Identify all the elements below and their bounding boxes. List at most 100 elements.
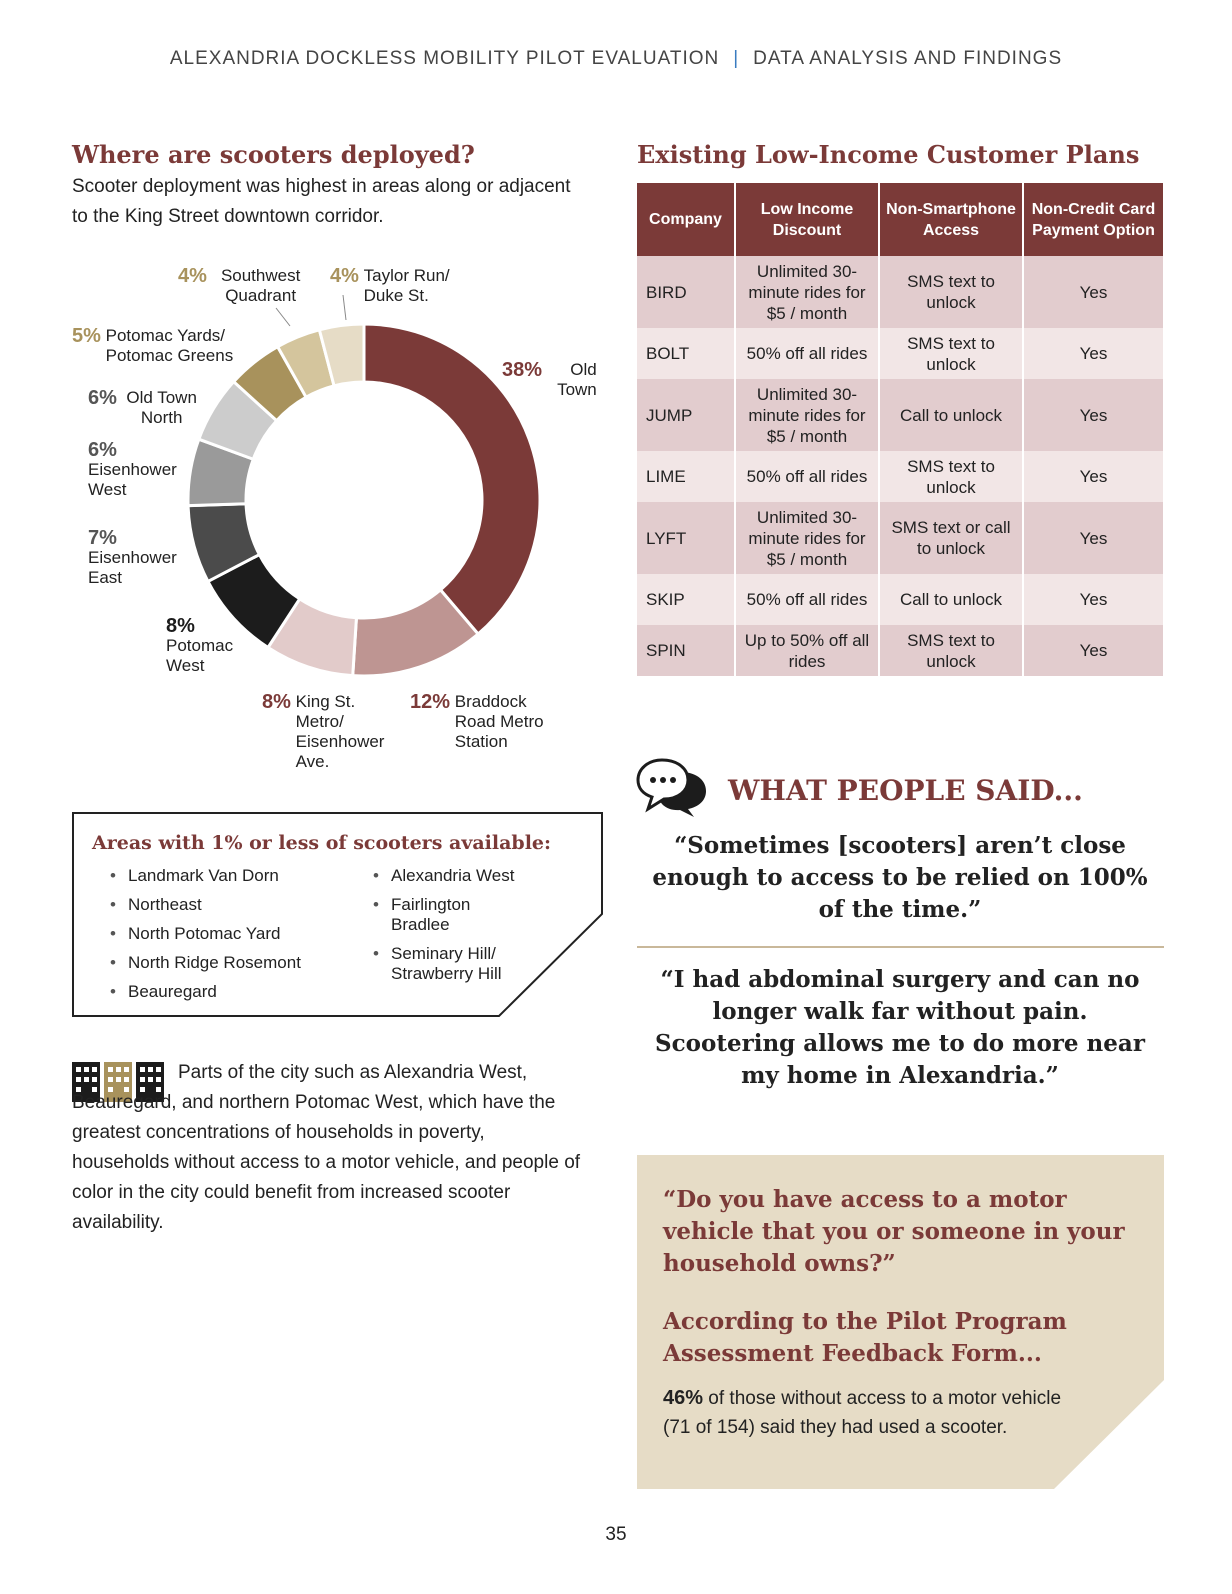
col-header-company: Company [637, 183, 736, 256]
donut-slice-old-town [362, 322, 542, 637]
col-header-discount: Low Income Discount [735, 183, 880, 256]
survey-stat: 46% [663, 1387, 704, 1409]
cell-company: LIME [637, 451, 736, 502]
slice-pct-old-town: 38% [502, 359, 543, 381]
quote-2: “I had abdominal surgery and can no long… [655, 966, 1145, 1089]
cell-payment: Yes [1023, 328, 1163, 379]
leader-line [342, 294, 347, 321]
slice-pct-potomac-yards: 5% [72, 325, 101, 347]
label-southwest-quadrant: 4% Southwest Quadrant [178, 266, 310, 306]
survey-result: 46% of those without access to a motor v… [663, 1384, 1093, 1442]
running-header: ALEXANDRIA DOCKLESS MOBILITY PILOT EVALU… [0, 48, 1232, 70]
slice-pct-taylor-run: 4% [330, 265, 359, 287]
slice-name-taylor-run: Taylor Run/ Duke St. [363, 266, 450, 305]
table-row: SPIN Up to 50% off all rides SMS text to u… [637, 625, 1163, 676]
equity-paragraph: Parts of the city such as Alexandria Wes… [72, 1062, 581, 1233]
cell-discount: 50% off all rides [735, 328, 880, 379]
slice-name-southwest: Southwest Quadrant [220, 266, 301, 305]
table-row: LYFT Unlimited 30-minute rides for $5 / m… [637, 502, 1163, 574]
cell-payment: Yes [1023, 256, 1163, 328]
col-header-non-smartphone: Non-Smartphone Access [879, 183, 1024, 256]
cell-payment: Yes [1023, 625, 1163, 676]
plans-table: Company Low Income Discount Non-Smartpho… [637, 183, 1163, 676]
what-people-said-title: WHAT PEOPLE SAID... [728, 774, 1083, 807]
survey-source-heading: According to the Pilot Program Assessmen… [663, 1308, 1067, 1367]
scooter-deployment-subtitle: Scooter deployment was highest in areas … [72, 176, 571, 227]
slice-pct-old-town-north: 6% [88, 387, 117, 409]
area-item: Northeast [110, 895, 350, 915]
col-header-non-credit: Non-Credit Card Payment Option [1023, 183, 1163, 256]
slice-pct-southwest: 4% [178, 265, 207, 287]
cell-payment: Yes [1023, 502, 1163, 574]
slice-name-eisenhower-west: Eisenhower West [88, 460, 177, 499]
slice-pct-eisenhower-west: 6% [88, 439, 117, 461]
slice-name-braddock: Braddock Road Metro Station [454, 692, 544, 751]
cell-payment: Yes [1023, 451, 1163, 502]
slice-name-king-st: King St. Metro/ Eisenhower Ave. [295, 692, 385, 771]
area-item: North Ridge Rosemont [110, 953, 350, 973]
areas-list-col1: Landmark Van Dorn Northeast North Potomac … [110, 866, 350, 1011]
cell-access: SMS text or call to unlock [879, 502, 1024, 574]
label-eisenhower-east: 7% Eisenhower East [88, 528, 198, 588]
speech-bubbles-icon [636, 758, 706, 817]
cell-access: SMS text to unlock [879, 328, 1024, 379]
header-right: DATA ANALYSIS AND FINDINGS [753, 48, 1063, 69]
cell-company: BOLT [637, 328, 736, 379]
slice-pct-king-st: 8% [262, 691, 291, 713]
label-braddock-road: 12% Braddock Road Metro Station [410, 692, 555, 752]
area-item: Landmark Van Dorn [110, 866, 350, 886]
cell-discount: Up to 50% off all rides [735, 625, 880, 676]
area-item: Beauregard [110, 982, 350, 1002]
table-row: BIRD Unlimited 30-minute rides for $5 / m… [637, 256, 1163, 328]
label-old-town-north: 6% Old Town North [88, 388, 202, 428]
cell-discount: Unlimited 30-minute rides for $5 / month [735, 256, 880, 328]
slice-name-eisenhower-east: Eisenhower East [88, 548, 177, 587]
area-item: Fairlington Bradlee [373, 895, 523, 935]
plans-title: Existing Low-Income Customer Plans [637, 140, 1140, 169]
cell-company: SPIN [637, 625, 736, 676]
deployment-donut-chart [186, 294, 542, 678]
label-potomac-yards: 5% Potomac Yards/ Potomac Greens [72, 326, 246, 366]
slice-name-potomac-west: Potomac West [166, 636, 234, 675]
cell-access: Call to unlock [879, 574, 1024, 625]
table-row: JUMP Unlimited 30-minute rides for $5 / m… [637, 379, 1163, 451]
label-potomac-west: 8% Potomac West [166, 616, 252, 676]
cell-discount: 50% off all rides [735, 451, 880, 502]
cell-payment: Yes [1023, 574, 1163, 625]
table-row: LIME 50% off all rides SMS text to unlock Y… [637, 451, 1163, 502]
scooter-deployment-title: Where are scooters deployed? [72, 140, 475, 169]
cell-company: LYFT [637, 502, 736, 574]
cell-discount: Unlimited 30-minute rides for $5 / month [735, 379, 880, 451]
cell-access: SMS text to unlock [879, 625, 1024, 676]
plans-header-row: Company Low Income Discount Non-Smartpho… [637, 183, 1163, 256]
slice-name-old-town-north: Old Town North [126, 388, 197, 427]
label-old-town: 38% Old Town [502, 360, 597, 400]
areas-list-col2: Alexandria West Fairlington Bradlee Semina… [373, 866, 523, 993]
slice-pct-potomac-west: 8% [166, 615, 195, 637]
area-item: Alexandria West [373, 866, 523, 886]
donut-slice-taylor-run-duke-st [317, 322, 366, 388]
label-king-st-metro: 8% King St. Metro/ Eisenhower Ave. [262, 692, 394, 772]
leader-line [275, 307, 291, 327]
area-item: Seminary Hill/ Strawberry Hill [373, 944, 523, 984]
slice-name-potomac-yards: Potomac Yards/ Potomac Greens [105, 326, 234, 365]
slice-pct-eisenhower-east: 7% [88, 527, 117, 549]
quote-divider [637, 946, 1164, 948]
quote-1: “Sometimes [scooters] aren’t close enoug… [652, 832, 1148, 923]
cell-access: SMS text to unlock [879, 256, 1024, 328]
slice-name-old-town: Old Town [557, 360, 597, 399]
buildings-icon [72, 1062, 164, 1102]
survey-callout-box [637, 1155, 1164, 1489]
cell-access: Call to unlock [879, 379, 1024, 451]
header-left: ALEXANDRIA DOCKLESS MOBILITY PILOT EVALU… [169, 48, 720, 69]
cell-company: BIRD [637, 256, 736, 328]
slice-pct-braddock: 12% [410, 691, 451, 713]
survey-result-text: of those without access to a motor vehic… [663, 1388, 1062, 1438]
cell-company: JUMP [637, 379, 736, 451]
area-item: North Potomac Yard [110, 924, 350, 944]
label-taylor-run: 4% Taylor Run/ Duke St. [330, 266, 460, 306]
header-separator: | [733, 48, 740, 69]
page-number: 35 [605, 1524, 627, 1545]
cell-company: SKIP [637, 574, 736, 625]
table-row: SKIP 50% off all rides Call to unlock Yes [637, 574, 1163, 625]
